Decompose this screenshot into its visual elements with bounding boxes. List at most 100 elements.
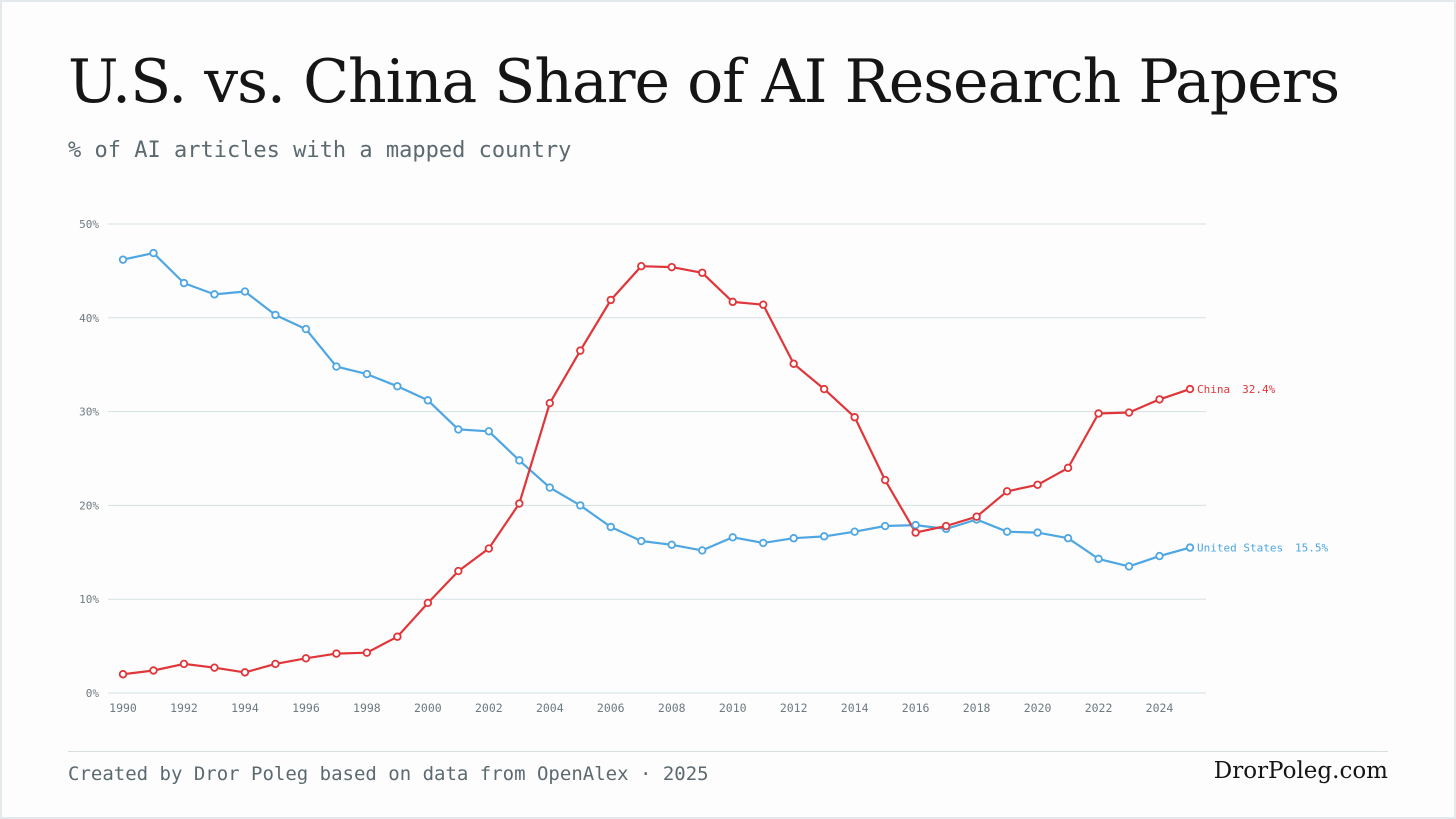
- chart-title: U.S. vs. China Share of AI Research Pape…: [68, 47, 1340, 117]
- data-point: [606, 522, 615, 532]
- x-tick-label: 1998: [353, 701, 381, 715]
- data-point: [545, 398, 554, 408]
- data-point: [179, 659, 189, 669]
- data-point: [972, 512, 981, 521]
- chart-subtitle: % of AI articles with a mapped country: [68, 138, 572, 163]
- data-point: [759, 300, 768, 309]
- data-point: [1155, 551, 1164, 561]
- x-tick-label: 2012: [780, 701, 808, 715]
- data-point: [271, 659, 280, 669]
- data-point: [637, 262, 646, 271]
- data-point: [515, 499, 524, 508]
- data-point: [1155, 395, 1164, 404]
- data-point: [880, 521, 890, 531]
- data-point: [1094, 409, 1103, 418]
- data-point: [1185, 384, 1195, 394]
- data-point: [179, 278, 189, 288]
- data-point: [362, 648, 372, 657]
- data-point: [576, 501, 585, 510]
- series-end-label: United States: [1197, 542, 1283, 555]
- data-point: [850, 527, 859, 536]
- data-point: [332, 649, 341, 658]
- x-axis-tick-labels: 1990 1992 1994 1996 1998 2000 2002 2004 2006 2008…: [109, 701, 1173, 715]
- x-tick-label: 2006: [597, 701, 625, 715]
- data-point: [301, 654, 311, 663]
- series-end-label: China: [1197, 383, 1230, 396]
- data-point: [1185, 543, 1195, 552]
- data-point: [454, 566, 463, 576]
- data-point: [759, 538, 768, 548]
- data-point: [698, 268, 707, 277]
- data-point: [423, 598, 433, 608]
- data-point: [667, 262, 676, 272]
- data-point: [149, 666, 158, 675]
- series-end-value: 32.4%: [1242, 383, 1275, 396]
- data-point: [1033, 528, 1042, 537]
- data-point: [393, 632, 402, 641]
- x-tick-label: 2018: [963, 701, 991, 715]
- data-point: [1094, 554, 1103, 564]
- data-point: [789, 534, 798, 543]
- data-point: [240, 287, 250, 296]
- data-point: [789, 359, 798, 368]
- data-point: [118, 670, 128, 679]
- x-tick-label: 1992: [170, 701, 198, 715]
- y-tick-label: 40%: [79, 312, 99, 325]
- data-point: [850, 413, 859, 422]
- data-point: [1063, 534, 1073, 543]
- data-point: [332, 362, 341, 371]
- x-tick-label: 2014: [841, 701, 869, 715]
- data-point: [362, 369, 372, 379]
- data-point: [941, 521, 951, 531]
- y-axis-tick-labels: 0% 10% 20% 30% 40% 50%: [79, 218, 99, 700]
- series-end-labels: United States 15.5% China 32.4%: [1197, 383, 1329, 555]
- grid-lines: [108, 223, 1206, 694]
- data-point: [728, 533, 737, 542]
- x-tick-label: 2024: [1146, 701, 1174, 715]
- data-point: [545, 483, 554, 492]
- data-point: [819, 532, 829, 541]
- brand-link[interactable]: DrorPoleg.com: [1213, 758, 1388, 784]
- series-points: [118, 248, 1195, 679]
- data-point: [301, 324, 311, 334]
- data-point: [393, 382, 402, 391]
- data-point: [1002, 487, 1012, 496]
- x-tick-label: 2008: [658, 701, 686, 715]
- x-tick-label: 1996: [292, 701, 320, 715]
- data-point: [454, 425, 463, 434]
- data-point: [819, 384, 829, 394]
- data-point: [606, 295, 615, 305]
- data-point: [1124, 562, 1134, 571]
- x-tick-label: 1990: [109, 701, 137, 715]
- footer-divider: [68, 751, 1388, 752]
- data-point: [911, 528, 920, 537]
- y-tick-label: 10%: [79, 593, 99, 606]
- y-tick-label: 20%: [79, 499, 99, 512]
- series-end-value: 15.5%: [1295, 542, 1328, 555]
- x-tick-label: 2016: [902, 701, 930, 715]
- data-point: [1002, 527, 1012, 536]
- data-point: [880, 475, 890, 485]
- series-line: [121, 252, 1192, 568]
- data-point: [118, 255, 128, 264]
- series-line: [121, 265, 1192, 676]
- data-point: [698, 546, 707, 555]
- data-point: [637, 536, 646, 546]
- x-tick-label: 1994: [231, 701, 259, 715]
- data-point: [484, 427, 494, 436]
- data-point: [728, 297, 737, 307]
- data-point: [911, 520, 920, 530]
- data-point: [576, 346, 585, 355]
- data-point: [667, 540, 676, 549]
- data-point: [1033, 480, 1042, 489]
- data-point: [484, 544, 494, 553]
- series-lines: [121, 252, 1192, 676]
- data-point: [240, 668, 250, 677]
- x-tick-label: 2002: [475, 701, 503, 715]
- data-point: [1063, 463, 1073, 473]
- y-tick-label: 0%: [86, 687, 100, 700]
- x-tick-label: 2010: [719, 701, 747, 715]
- x-tick-label: 2022: [1085, 701, 1113, 715]
